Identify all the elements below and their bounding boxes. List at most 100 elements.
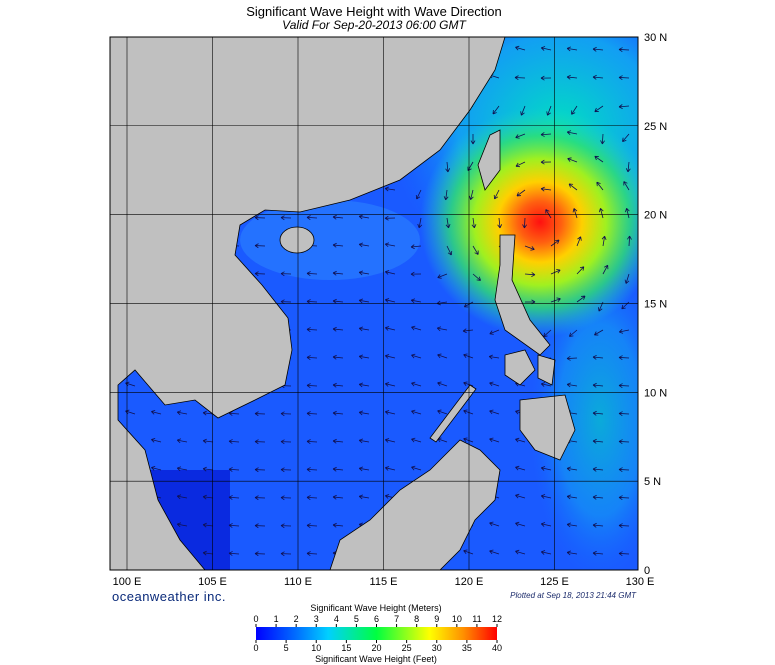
arrow bbox=[540, 466, 552, 471]
arrow bbox=[524, 272, 536, 277]
meters-tick-label: 12 bbox=[492, 614, 502, 624]
arrow bbox=[618, 523, 630, 529]
arrow bbox=[280, 467, 292, 473]
arrow bbox=[176, 522, 188, 528]
feet-tick-label: 30 bbox=[432, 643, 442, 653]
arrow bbox=[489, 437, 500, 443]
arrow bbox=[254, 495, 266, 501]
arrow bbox=[358, 242, 370, 248]
arrow bbox=[566, 494, 578, 500]
hainan bbox=[279, 226, 315, 254]
arrow bbox=[566, 130, 578, 136]
arrow bbox=[228, 551, 240, 556]
brand: oceanweather inc. bbox=[112, 589, 226, 604]
lat-label: 25 N bbox=[644, 121, 667, 133]
arrow bbox=[358, 410, 370, 416]
arrow bbox=[384, 186, 396, 192]
arrow bbox=[332, 242, 344, 248]
arrow bbox=[332, 270, 344, 276]
arrow bbox=[472, 273, 481, 281]
arrow bbox=[618, 495, 630, 501]
meters-tick-label: 7 bbox=[394, 614, 399, 624]
arrow bbox=[618, 467, 630, 473]
arrow bbox=[569, 329, 578, 337]
arrow bbox=[489, 521, 500, 527]
arrow bbox=[550, 269, 561, 275]
arrow bbox=[415, 189, 422, 200]
arrow bbox=[280, 551, 292, 557]
arrow bbox=[618, 47, 630, 53]
arrow bbox=[515, 133, 526, 139]
arrow bbox=[618, 383, 630, 389]
arrow bbox=[489, 549, 500, 555]
arrow bbox=[463, 409, 474, 415]
arrow bbox=[306, 327, 318, 332]
arrow bbox=[202, 466, 214, 472]
arrow bbox=[623, 181, 630, 191]
arrow bbox=[524, 245, 535, 251]
arrow bbox=[306, 215, 318, 220]
arrow bbox=[228, 495, 240, 500]
arrow bbox=[332, 214, 344, 220]
arrow bbox=[566, 74, 578, 80]
lon-label: 115 E bbox=[370, 576, 398, 588]
arrow bbox=[254, 439, 266, 445]
arrow bbox=[437, 353, 448, 359]
arrow bbox=[492, 105, 500, 115]
arrow bbox=[384, 382, 396, 387]
arrow bbox=[592, 494, 604, 500]
arrow bbox=[411, 381, 422, 387]
arrow bbox=[520, 105, 526, 116]
arrow bbox=[384, 438, 396, 443]
arrow bbox=[567, 157, 578, 163]
arrow bbox=[410, 244, 422, 250]
arrow bbox=[280, 411, 292, 417]
arrow bbox=[332, 354, 344, 360]
feet-tick-label: 35 bbox=[462, 643, 472, 653]
arrow bbox=[489, 381, 500, 387]
arrow bbox=[358, 354, 370, 360]
arrow bbox=[540, 159, 552, 165]
arrow bbox=[516, 189, 526, 197]
arrow bbox=[618, 75, 630, 81]
arrow bbox=[228, 439, 240, 444]
arrow bbox=[515, 437, 526, 443]
arrow bbox=[446, 245, 453, 256]
arrow bbox=[540, 382, 552, 387]
arrow bbox=[445, 217, 451, 229]
arrow bbox=[437, 409, 448, 415]
arrow bbox=[332, 438, 344, 444]
arrow bbox=[306, 355, 318, 360]
arrow bbox=[540, 132, 552, 137]
arrow bbox=[497, 217, 503, 229]
arrow bbox=[463, 437, 474, 443]
arrow bbox=[332, 522, 344, 528]
lat-label: 30 N bbox=[644, 32, 667, 44]
feet-tick-label: 0 bbox=[253, 643, 258, 653]
arrow bbox=[306, 439, 318, 444]
arrow bbox=[463, 301, 474, 308]
lon-label: 130 E bbox=[626, 576, 655, 588]
feet-tick-label: 5 bbox=[284, 643, 289, 653]
arrow bbox=[622, 133, 630, 142]
arrow bbox=[358, 214, 370, 220]
arrow bbox=[594, 105, 604, 113]
arrow bbox=[306, 411, 318, 416]
arrow bbox=[576, 236, 582, 247]
colorbar-title-feet: Significant Wave Height (Feet) bbox=[315, 654, 437, 664]
arrow bbox=[545, 209, 552, 219]
arrow bbox=[493, 189, 500, 200]
ocean-cyan bbox=[530, 260, 638, 570]
feet-tick-label: 20 bbox=[371, 643, 381, 653]
arrow bbox=[280, 523, 292, 529]
arrow bbox=[618, 355, 630, 361]
arrow bbox=[202, 550, 214, 556]
arrow bbox=[306, 551, 318, 556]
arrow bbox=[358, 466, 370, 472]
arrow bbox=[568, 183, 578, 191]
arrow bbox=[572, 208, 578, 219]
arrow bbox=[306, 271, 318, 276]
arrow bbox=[332, 466, 344, 472]
arrow bbox=[514, 75, 526, 81]
